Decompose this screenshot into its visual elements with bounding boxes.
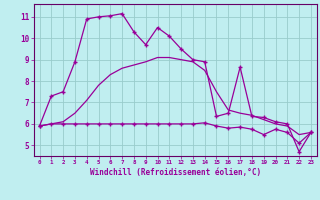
X-axis label: Windchill (Refroidissement éolien,°C): Windchill (Refroidissement éolien,°C)	[90, 168, 261, 177]
